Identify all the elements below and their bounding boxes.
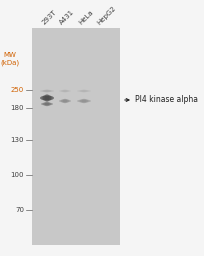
Ellipse shape [61, 90, 69, 92]
Text: 130: 130 [10, 137, 24, 143]
Ellipse shape [79, 90, 89, 92]
Ellipse shape [43, 102, 51, 106]
Ellipse shape [42, 90, 52, 92]
Text: MW
(kDa): MW (kDa) [0, 52, 20, 66]
Ellipse shape [77, 90, 91, 92]
Text: 70: 70 [15, 207, 24, 213]
Ellipse shape [59, 100, 71, 102]
Ellipse shape [42, 95, 52, 101]
Ellipse shape [61, 99, 69, 103]
Ellipse shape [40, 90, 54, 92]
Ellipse shape [59, 90, 71, 92]
Text: 250: 250 [11, 87, 24, 93]
Text: PI4 kinase alpha: PI4 kinase alpha [135, 95, 198, 104]
Ellipse shape [41, 102, 53, 105]
Ellipse shape [63, 99, 67, 103]
Ellipse shape [45, 102, 49, 106]
Bar [32, 28, 120, 245]
Text: 180: 180 [10, 105, 24, 111]
Ellipse shape [82, 99, 86, 103]
Text: 100: 100 [10, 172, 24, 178]
Text: A431: A431 [59, 9, 76, 26]
Ellipse shape [40, 95, 54, 101]
Ellipse shape [77, 100, 91, 102]
Text: HepG2: HepG2 [96, 5, 117, 26]
Text: 293T: 293T [41, 9, 58, 26]
Ellipse shape [44, 89, 49, 93]
Ellipse shape [79, 99, 89, 103]
Ellipse shape [44, 94, 49, 102]
Text: HeLa: HeLa [78, 9, 94, 26]
